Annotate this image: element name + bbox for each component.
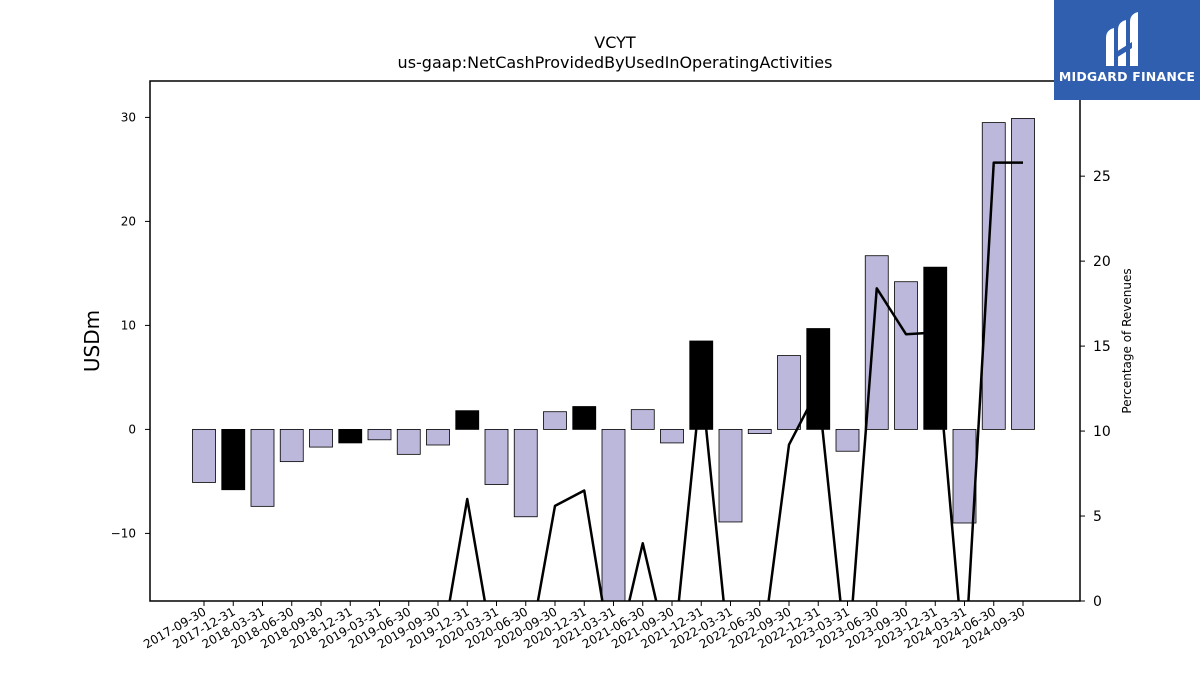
right-tick-label: 10 [1093,424,1111,440]
left-tick-label: 20 [121,214,136,228]
bar [747,428,772,434]
bar [660,428,684,444]
left-tick-label: 10 [121,318,136,332]
bar [923,266,948,430]
bar [718,428,743,523]
bar [192,428,216,483]
right-tick-label: 25 [1093,169,1111,185]
chart-title: VCYT [594,33,636,52]
y-axis-label-right: Percentage of Revenues [1120,268,1134,413]
bar [572,406,597,430]
bar [981,122,1006,430]
bar [455,410,480,430]
bar [601,428,626,601]
bar [221,428,246,491]
bar [309,428,333,448]
bar [279,428,304,463]
bar [894,281,918,430]
plot-frame [149,80,1081,602]
right-tick-label: 15 [1093,339,1111,355]
brand-logo: MIDGARD FINANCE [1054,0,1200,100]
bar [1011,118,1035,430]
bar [630,409,655,430]
bar [367,428,392,441]
series-line [448,161,1023,601]
bar [250,428,275,507]
right-tick-label: 0 [1093,594,1102,610]
logo-text: MIDGARD FINANCE [1058,69,1196,84]
bar [396,428,421,455]
left-tick-label: 0 [128,422,136,436]
left-tick-label: 30 [121,110,136,124]
bar [484,428,509,485]
left-tick-label: −10 [111,526,136,540]
bar [806,328,831,430]
bar [777,355,801,430]
logo-mark-icon [1106,12,1138,66]
right-tick-label: 5 [1093,509,1102,525]
bar [513,428,538,518]
chart-subtitle: us-gaap:NetCashProvidedByUsedInOperating… [398,53,833,72]
bar [338,428,363,444]
y-axis-label-left: USDm [80,310,104,372]
bar [426,428,450,446]
right-tick-label: 20 [1093,254,1111,270]
bar [543,411,567,430]
bar [835,428,860,452]
